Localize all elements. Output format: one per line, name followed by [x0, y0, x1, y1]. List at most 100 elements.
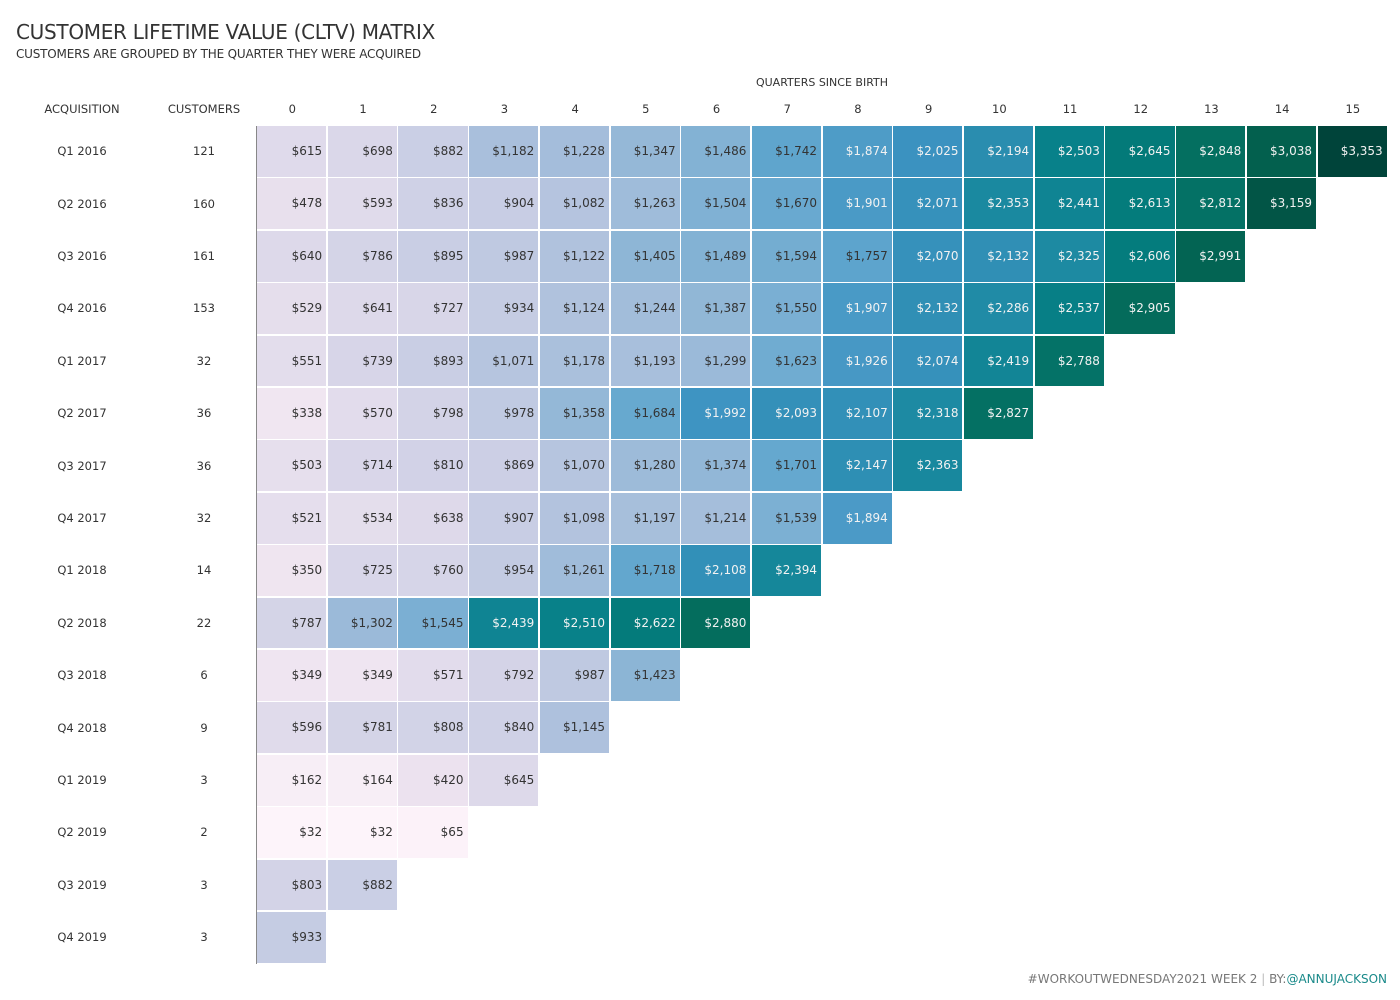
column-header-8: 8	[854, 102, 862, 116]
row-label: Q1 2017	[57, 353, 107, 368]
row-label: Q4 2018	[57, 720, 107, 735]
chart-title: CUSTOMER LIFETIME VALUE (CLTV) MATRIX	[16, 20, 436, 44]
row-label: Q4 2019	[57, 930, 107, 945]
column-header-4: 4	[571, 102, 579, 116]
heatmap-cell: $2,147	[822, 440, 892, 492]
heatmap-cell: $1,228	[539, 126, 609, 177]
row-label: Q1 2016	[57, 144, 107, 159]
heatmap-cell: $349	[257, 650, 327, 701]
heatmap-cell: $987	[539, 650, 609, 701]
heatmap-cell: $2,827	[964, 388, 1034, 439]
heatmap-cell: $869	[469, 440, 539, 492]
heatmap-cell: $32	[257, 807, 327, 859]
footer-week: WEEK 2	[1211, 972, 1258, 986]
column-header-15: 15	[1345, 102, 1361, 116]
heatmap-cell: $3,159	[1246, 178, 1316, 230]
heatmap-cell: $882	[398, 126, 468, 177]
customer-count: 32	[196, 511, 212, 525]
footer-by: BY:	[1269, 972, 1287, 986]
heatmap-cell: $1,071	[469, 335, 539, 387]
column-header-1: 1	[359, 102, 367, 116]
heatmap-cell: $164	[327, 754, 397, 806]
heatmap-cell: $349	[327, 650, 397, 701]
heatmap-cell: $798	[398, 388, 468, 439]
heatmap-cell: $615	[257, 126, 327, 177]
heatmap-cell: $2,318	[893, 388, 963, 439]
heatmap-cell: $551	[257, 335, 327, 387]
customer-count: 153	[193, 301, 215, 316]
heatmap-cell: $2,353	[964, 178, 1034, 230]
column-header-7: 7	[783, 102, 791, 116]
heatmap-cell: $1,894	[822, 492, 892, 544]
row-label: Q3 2017	[57, 458, 107, 473]
heatmap-cell: $2,503	[1034, 126, 1104, 177]
heatmap-cell: $2,905	[1105, 283, 1175, 335]
heatmap-cell: $1,874	[822, 126, 892, 177]
heatmap-cell: $2,363	[893, 440, 963, 492]
customer-count: 2	[200, 825, 208, 840]
heatmap-cell: $907	[469, 492, 539, 544]
heatmap-cell: $792	[469, 650, 539, 701]
heatmap-cell: $2,645	[1105, 126, 1175, 177]
heatmap-cell: $1,374	[681, 440, 751, 492]
column-header-12: 12	[1133, 102, 1149, 116]
heatmap-cell: $2,325	[1034, 230, 1104, 282]
heatmap-cell: $2,812	[1176, 178, 1246, 230]
heatmap-cell: $503	[257, 440, 327, 492]
heatmap-cell: $1,070	[539, 440, 609, 492]
heatmap-cell: $478	[257, 178, 327, 230]
heatmap-cell: $904	[469, 178, 539, 230]
heatmap-cell: $2,132	[893, 283, 963, 335]
heatmap-cell: $1,504	[681, 178, 751, 230]
heatmap-cell: $2,070	[893, 230, 963, 282]
row-label: Q2 2018	[57, 615, 107, 630]
heatmap-cell: $893	[398, 335, 468, 387]
heatmap-cell: $787	[257, 597, 327, 649]
acquisition-header: ACQUISITION	[44, 102, 120, 116]
footer-separator: |	[1261, 972, 1266, 986]
heatmap-cell: $2,107	[822, 388, 892, 439]
heatmap-cell: $2,880	[681, 597, 751, 649]
heatmap-cell: $641	[327, 283, 397, 335]
heatmap-cell: $1,261	[539, 545, 609, 597]
axis-line	[256, 126, 257, 964]
heatmap-cell: $1,347	[610, 126, 680, 177]
footer-handle-link[interactable]: @ANNUJACKSON	[1286, 972, 1387, 986]
customer-count: 3	[200, 877, 208, 892]
heatmap-cell: $2,788	[1034, 335, 1104, 387]
row-label: Q3 2019	[57, 877, 107, 892]
column-header-10: 10	[992, 102, 1007, 116]
heatmap-cell: $593	[327, 178, 397, 230]
footer-credit: #WORKOUTWEDNESDAY2021 WEEK 2 | BY:@ANNUJ…	[1028, 972, 1387, 986]
heatmap-cell: $2,132	[964, 230, 1034, 282]
heatmap-cell: $1,539	[751, 492, 822, 544]
heatmap-cell: $2,286	[964, 283, 1034, 335]
heatmap-cell: $727	[398, 283, 468, 335]
heatmap-cell: $640	[257, 230, 327, 282]
heatmap-cell: $1,623	[751, 335, 822, 387]
heatmap-cell: $1,302	[327, 597, 397, 649]
heatmap-cell: $1,423	[610, 650, 680, 701]
row-label: Q3 2018	[57, 668, 107, 683]
heatmap-cell: $1,122	[539, 230, 609, 282]
heatmap-cell: $934	[469, 283, 539, 335]
heatmap-cell: $534	[327, 492, 397, 544]
heatmap-cell: $1,757	[822, 230, 892, 282]
column-header-14: 14	[1274, 102, 1290, 116]
column-header-11: 11	[1062, 102, 1078, 116]
heatmap-cell: $1,486	[681, 126, 751, 177]
heatmap-cell: $32	[327, 807, 397, 859]
heatmap-cell: $836	[398, 178, 468, 230]
heatmap-cell: $1,182	[469, 126, 539, 177]
heatmap-cell: $1,901	[822, 178, 892, 230]
heatmap-cell: $1,489	[681, 230, 751, 282]
heatmap-cell: $2,606	[1105, 230, 1175, 282]
customer-count: 3	[200, 930, 208, 945]
row-label: Q2 2017	[57, 406, 107, 421]
heatmap-cell: $2,025	[893, 126, 963, 177]
row-label: Q2 2016	[57, 196, 107, 211]
column-header-5: 5	[642, 102, 650, 116]
heatmap-cell: $978	[469, 388, 539, 439]
chart-subtitle: CUSTOMERS ARE GROUPED BY THE QUARTER THE…	[16, 47, 421, 61]
heatmap-cell: $933	[257, 912, 327, 963]
